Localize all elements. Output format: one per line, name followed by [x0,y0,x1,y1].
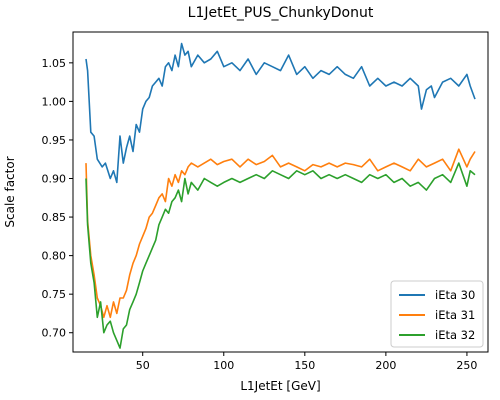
x-axis-label: L1JetEt [GeV] [240,379,320,393]
x-tick-label: 250 [456,359,477,372]
y-tick-label: 1.00 [42,95,67,108]
y-axis-label: Scale factor [3,156,17,227]
y-tick-label: 1.05 [42,57,67,70]
legend-label-2: iEta 31 [435,308,475,322]
legend-label-1: iEta 30 [435,288,475,302]
x-tick-label: 200 [375,359,396,372]
y-tick-label: 0.70 [42,327,67,340]
y-tick-label: 0.80 [42,250,67,263]
y-tick-label: 0.90 [42,173,67,186]
y-tick-label: 0.95 [42,134,67,147]
chart-title: L1JetEt_PUS_ChunkyDonut [188,5,374,21]
x-tick-label: 150 [294,359,315,372]
y-tick-label: 0.85 [42,211,67,224]
x-tick-label: 50 [136,359,150,372]
legend: iEta 30 iEta 31 iEta 32 [391,281,483,347]
y-tick-label: 0.75 [42,288,67,301]
x-tick-label: 100 [213,359,234,372]
legend-label-3: iEta 32 [435,328,475,342]
